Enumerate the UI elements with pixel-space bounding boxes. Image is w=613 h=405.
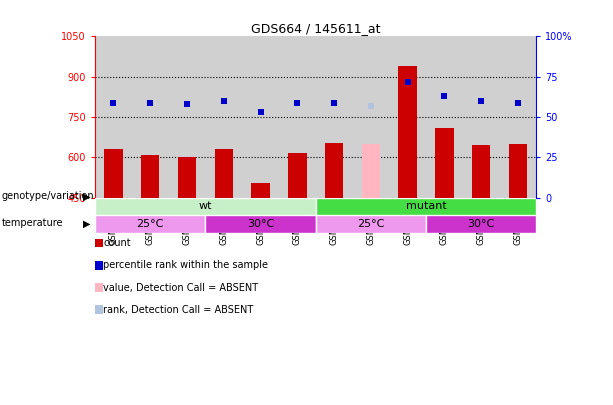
- Bar: [325, 143, 343, 198]
- Point: [513, 99, 523, 106]
- Bar: [251, 183, 270, 198]
- Bar: [316, 198, 536, 215]
- Bar: [279, 36, 316, 198]
- Text: 30°C: 30°C: [247, 219, 274, 229]
- Bar: [205, 36, 242, 198]
- Bar: [104, 149, 123, 198]
- Point: [256, 109, 265, 115]
- Text: ▶: ▶: [83, 192, 91, 202]
- Bar: [141, 155, 159, 198]
- Bar: [316, 36, 352, 198]
- Text: ▶: ▶: [83, 219, 91, 229]
- Text: count: count: [103, 238, 131, 248]
- Text: 25°C: 25°C: [357, 219, 384, 229]
- Bar: [95, 198, 316, 215]
- Bar: [215, 149, 233, 198]
- Bar: [242, 36, 279, 198]
- Point: [329, 99, 339, 106]
- Point: [109, 99, 118, 106]
- Point: [476, 98, 486, 104]
- Bar: [426, 36, 463, 198]
- Bar: [509, 144, 527, 198]
- Bar: [435, 128, 454, 198]
- Bar: [95, 215, 205, 233]
- Text: wt: wt: [199, 202, 212, 211]
- Point: [145, 99, 155, 106]
- Text: temperature: temperature: [2, 218, 63, 228]
- Bar: [352, 36, 389, 198]
- Point: [292, 99, 302, 106]
- Text: genotype/variation: genotype/variation: [2, 192, 94, 201]
- Bar: [205, 215, 316, 233]
- Text: 25°C: 25°C: [137, 219, 164, 229]
- Point: [403, 78, 413, 85]
- Text: rank, Detection Call = ABSENT: rank, Detection Call = ABSENT: [103, 305, 254, 315]
- Text: percentile rank within the sample: percentile rank within the sample: [103, 260, 268, 270]
- Bar: [472, 145, 490, 198]
- Bar: [169, 36, 205, 198]
- Point: [182, 101, 192, 107]
- Bar: [362, 144, 380, 198]
- Bar: [316, 215, 426, 233]
- Bar: [178, 157, 196, 198]
- Text: 30°C: 30°C: [468, 219, 495, 229]
- Bar: [132, 36, 169, 198]
- Point: [366, 102, 376, 109]
- Text: mutant: mutant: [406, 202, 446, 211]
- Point: [440, 93, 449, 99]
- Point: [219, 98, 229, 104]
- Bar: [398, 66, 417, 198]
- Bar: [389, 36, 426, 198]
- Bar: [426, 215, 536, 233]
- Bar: [95, 36, 132, 198]
- Bar: [288, 153, 306, 198]
- Title: GDS664 / 145611_at: GDS664 / 145611_at: [251, 22, 381, 35]
- Bar: [463, 36, 500, 198]
- Bar: [500, 36, 536, 198]
- Text: value, Detection Call = ABSENT: value, Detection Call = ABSENT: [103, 283, 259, 292]
